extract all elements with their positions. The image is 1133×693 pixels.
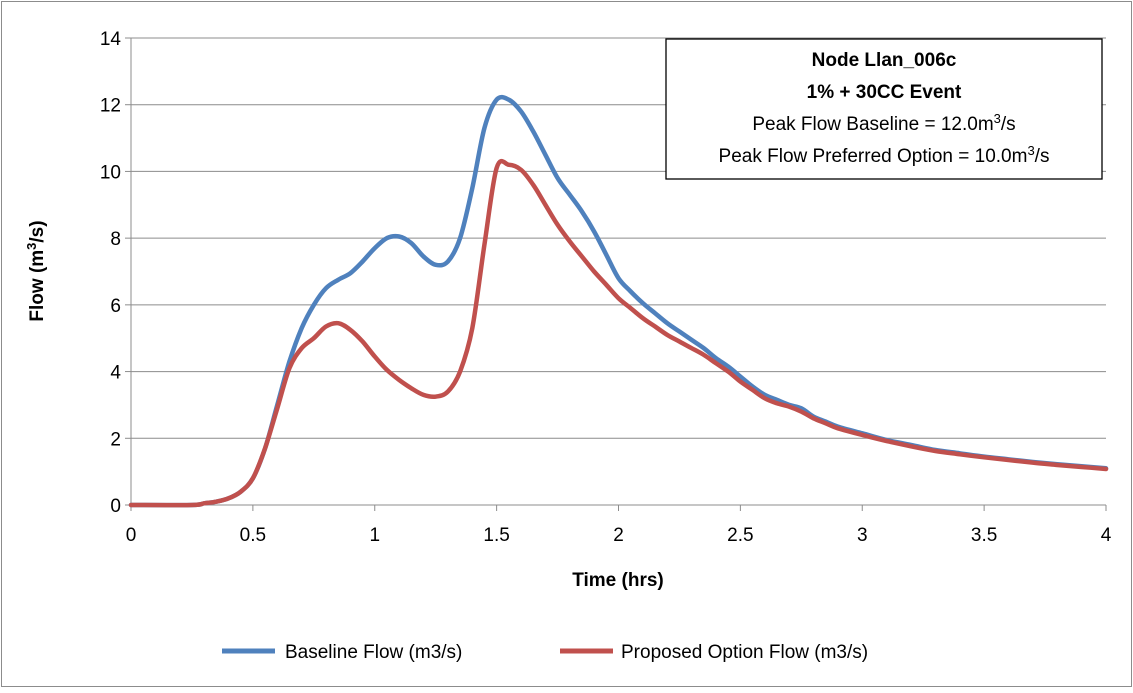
x-tick-label: 2.5: [727, 525, 753, 546]
y-axis-label: Flow (m3/s): [24, 220, 48, 321]
y-tick-label: 12: [100, 96, 121, 117]
x-tick-labels: 0 0.5 1 1.5 2 2.5 3 3.5 4: [126, 525, 1112, 546]
y-tick-label: 8: [110, 229, 121, 250]
x-tick-label: 4: [1101, 525, 1112, 546]
annotation-box: Node Llan_006c 1% + 30CC Event Peak Flow…: [665, 38, 1103, 180]
x-axis-label: Time (hrs): [572, 570, 664, 591]
x-tick-label: 2: [613, 525, 624, 546]
y-tick-label: 10: [100, 162, 121, 183]
x-tick-label: 3: [857, 525, 868, 546]
x-tick-label: 3.5: [971, 525, 997, 546]
x-tick-label: 0.5: [240, 525, 266, 546]
proposed-option-flow-line: [128, 158, 1109, 508]
annotation-node-title: Node Llan_006c: [812, 50, 957, 71]
annotation-border: [665, 38, 1103, 180]
y-tick-label: 0: [110, 496, 121, 517]
x-tick-label: 0: [126, 525, 137, 546]
y-tick-label: 2: [110, 429, 121, 450]
axes: [130, 38, 1107, 511]
x-tick-label: 1.5: [483, 525, 509, 546]
legend: Baseline Flow (m3/s) Proposed Option Flo…: [222, 642, 868, 663]
annotation-peak-baseline: Peak Flow Baseline = 12.0m3/s: [752, 111, 1015, 135]
annotation-peak-proposed: Peak Flow Preferred Option = 10.0m3/s: [719, 143, 1050, 167]
annotation-event: 1% + 30CC Event: [807, 82, 962, 103]
x-tick-label: 1: [369, 525, 380, 546]
legend-label-proposed: Proposed Option Flow (m3/s): [621, 642, 868, 663]
y-tick-label: 4: [110, 363, 121, 384]
y-tick-label: 14: [100, 29, 122, 50]
y-tick-label: 6: [110, 296, 121, 317]
series-lines: [128, 94, 1109, 508]
legend-label-baseline: Baseline Flow (m3/s): [285, 642, 462, 663]
y-tick-labels: 0 2 4 6 8 10 12 14: [100, 29, 122, 517]
